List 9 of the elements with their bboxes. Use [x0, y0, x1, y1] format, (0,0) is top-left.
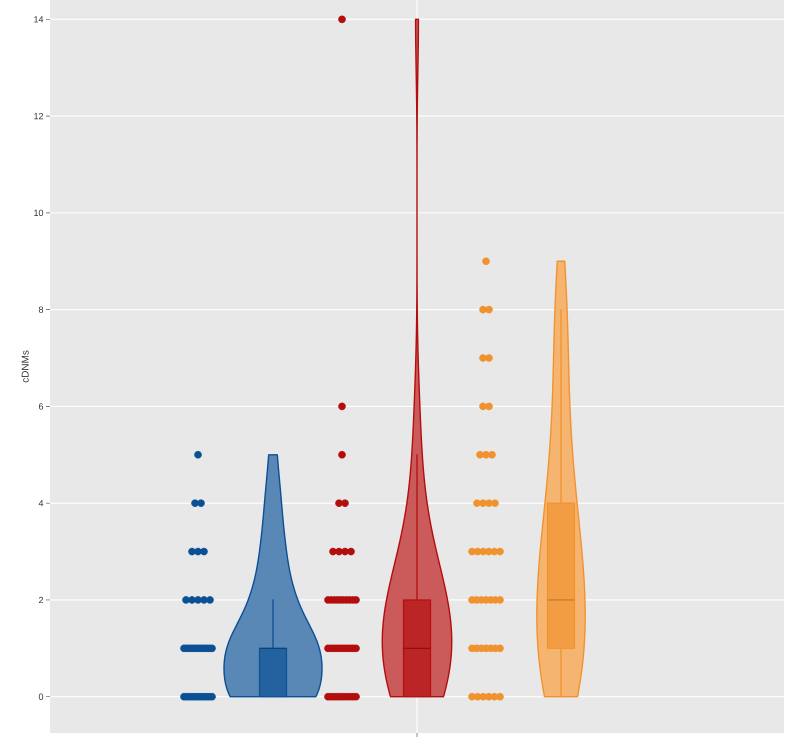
y-tick-label: 14 [34, 16, 44, 22]
y-tick-label: 12 [34, 112, 44, 120]
y-tick-label: 0 [38, 694, 44, 700]
y-tick-label: 2 [38, 596, 44, 604]
y-tick-label: 6 [38, 403, 44, 410]
y-tick-label: 10 [34, 210, 44, 216]
y-tick-label: 4 [38, 500, 44, 506]
y-tick-label: 8 [38, 306, 44, 313]
y-axis-title: cDNMs [22, 350, 29, 382]
